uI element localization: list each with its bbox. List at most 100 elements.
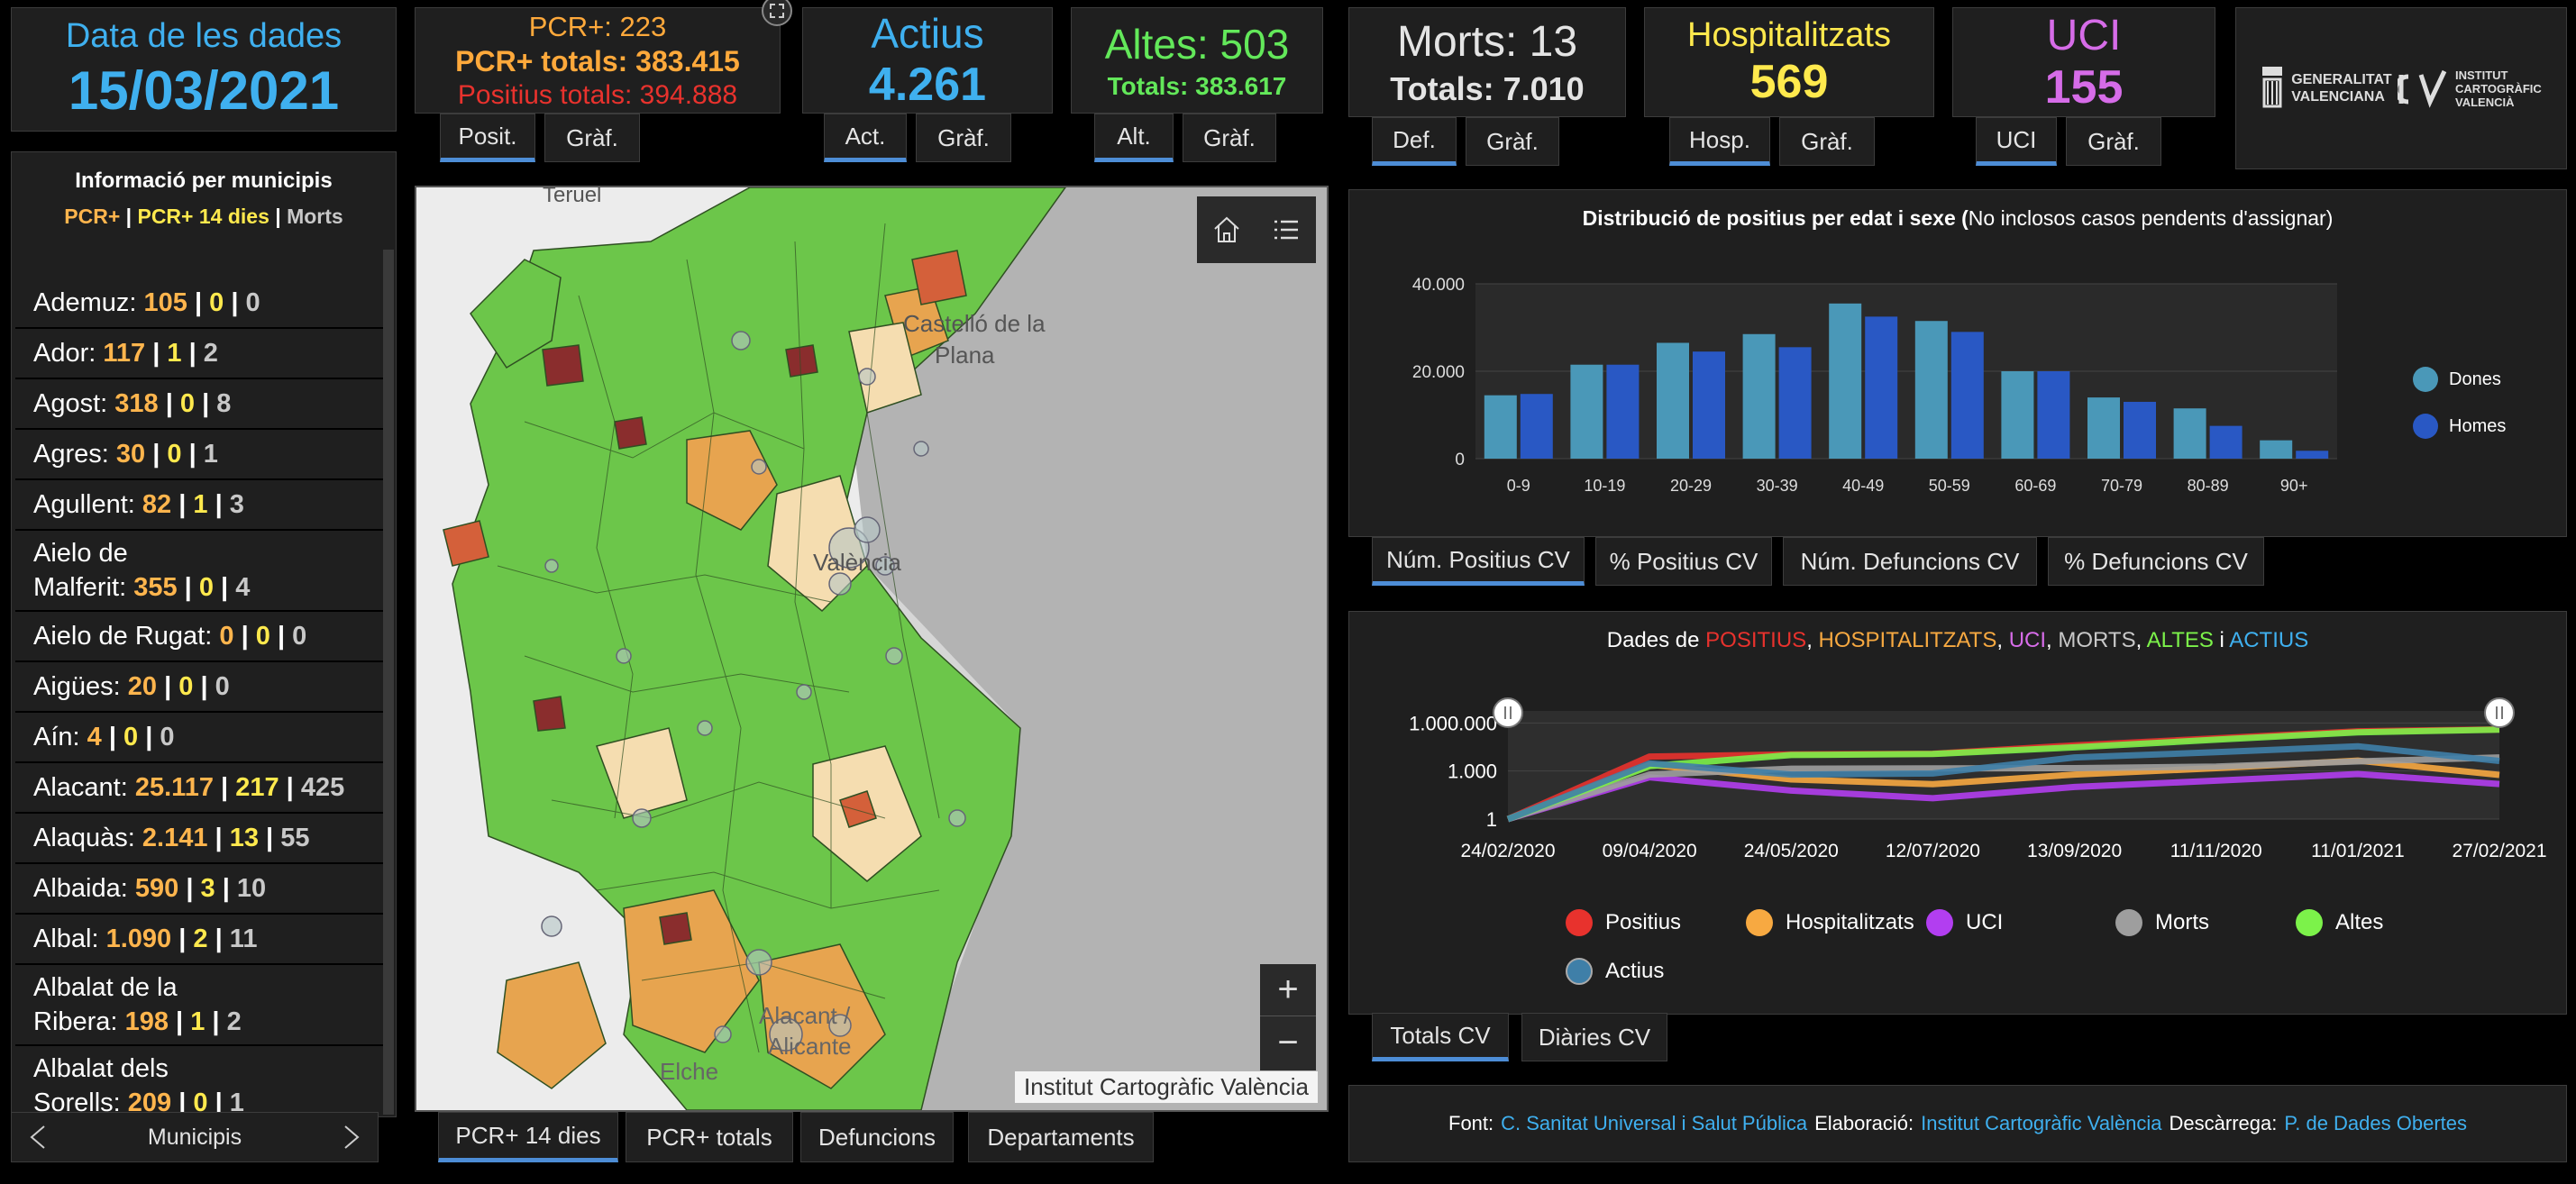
bar-dones[interactable] [2087,397,2120,459]
y-tick-label: 0 [1455,451,1465,469]
y-tick-label: 1 [1486,808,1497,831]
expand-icon[interactable] [762,0,792,26]
tab-defuncions[interactable]: Defuncions [800,1112,954,1162]
region-orange-5 [497,961,607,1089]
font-link[interactable]: C. Sanitat Universal i Salut Pública [1501,1112,1808,1134]
municipi-row[interactable]: Ademuz: 105 | 0 | 0 [15,278,390,329]
range-handle-right[interactable] [2484,697,2515,728]
legend-item-actius[interactable]: Actius [1566,958,1664,985]
tab-pcr14[interactable]: PCR+ 14 dies [438,1112,618,1162]
municipi-row[interactable]: Albaida: 590 | 3 | 10 [15,864,390,915]
legend-swatch [2115,909,2142,936]
tab-posit[interactable]: Posit. [440,114,535,162]
bar-dones[interactable] [2260,440,2293,459]
series-line-actius[interactable] [1506,742,2500,823]
municipi-row[interactable]: Alaquàs: 2.141 | 13 | 55 [15,814,390,864]
bar-homes[interactable] [2037,371,2070,459]
bar-homes[interactable] [2209,425,2243,459]
zoom-controls: + − [1260,964,1316,1070]
timeseries-chart[interactable]: 1 1.000 1.000.000 24/02/2020 09/04/2020 24/05… [1349,612,2568,1016]
bar-dones[interactable] [2001,371,2034,459]
range-handle-left[interactable] [1493,697,1523,728]
case-circles [541,331,966,1052]
legend-item-positius[interactable]: Positius [1566,909,1681,936]
municipi-row[interactable]: Agres: 30 | 0 | 1 [15,430,390,480]
bar-homes[interactable] [1950,332,1984,459]
legend-homes-swatch [2413,414,2438,439]
sidebar-scrollbar[interactable] [383,250,394,1115]
age-chart-title-bold: Distribució de positius per edat i sexe … [1582,206,1969,230]
tab-num-positius[interactable]: Núm. Positius CV [1372,537,1585,586]
legend-item-altes[interactable]: Altes [2296,909,2383,936]
tab-diaries-cv[interactable]: Diàries CV [1521,1013,1667,1061]
legend-item-uci[interactable]: UCI [1926,909,2003,936]
map-view[interactable]: Teruel Castelló de la Plana València Ala… [415,186,1329,1112]
zoom-in-button[interactable]: + [1260,964,1316,1016]
municipi-row[interactable]: Aigües: 20 | 0 | 0 [15,662,390,713]
tab-totals-cv[interactable]: Totals CV [1372,1013,1509,1061]
municipi-row[interactable]: Albal: 1.090 | 2 | 11 [15,915,390,965]
municipi-pcr14: 13 [229,824,259,852]
bar-homes[interactable] [2296,451,2329,459]
bar-dones[interactable] [2173,408,2206,459]
altes-totals: Totals: 383.617 [1107,72,1287,100]
bar-homes[interactable] [2124,401,2156,459]
zoom-out-button[interactable]: − [1277,1022,1299,1062]
bar-homes[interactable] [1520,394,1553,459]
tab-posit-graf[interactable]: Gràf. [544,114,640,162]
bar-homes[interactable] [1606,364,1640,459]
municipi-row[interactable]: Aín: 4 | 0 | 0 [15,713,390,763]
municipi-name: Sorells: [33,1088,121,1117]
municipi-row[interactable]: Albalat dels Sorells: 209 | 0 | 1 [15,1046,390,1117]
tab-num-defuncions[interactable]: Núm. Defuncions CV [1783,537,2037,586]
tab-alt[interactable]: Alt. [1094,114,1174,162]
tab-hosp[interactable]: Hosp. [1669,117,1770,166]
series-line-uci[interactable] [1507,770,2500,823]
tab-departaments[interactable]: Departaments [968,1112,1154,1162]
list-icon[interactable] [1271,214,1302,245]
municipi-row[interactable]: Agost: 318 | 0 | 8 [15,379,390,430]
uci-panel: UCI 155 [1952,7,2215,117]
bar-dones[interactable] [1829,303,1862,459]
tab-def[interactable]: Def. [1372,117,1457,166]
tab-def-graf[interactable]: Gràf. [1466,117,1559,166]
tab-pct-positius[interactable]: % Positius CV [1595,537,1772,586]
municipi-row[interactable]: Ador: 117 | 1 | 2 [15,329,390,379]
elab-link[interactable]: Institut Cartogràfic València [1921,1112,2162,1134]
chevron-left-icon[interactable] [30,1125,46,1150]
bar-dones[interactable] [1914,321,1948,459]
desc-link[interactable]: P. de Dades Obertes [2284,1112,2467,1134]
legend-item-morts[interactable]: Morts [2115,909,2209,936]
tab-hosp-graf[interactable]: Gràf. [1779,117,1875,166]
tab-act[interactable]: Act. [824,114,907,162]
chevron-right-icon[interactable] [343,1125,360,1150]
bar-homes[interactable] [1778,347,1812,459]
municipi-row[interactable]: Agullent: 82 | 1 | 3 [15,480,390,531]
legend-item-hospitalitzats[interactable]: Hospitalitzats [1746,909,1914,936]
bar-dones[interactable] [1657,342,1689,459]
legend-sep: | [125,205,132,228]
tab-uci[interactable]: UCI [1976,117,2057,166]
tab-alt-graf[interactable]: Gràf. [1183,114,1276,162]
tab-pcr-totals[interactable]: PCR+ totals [626,1112,793,1162]
value-separator: | [215,874,237,903]
gva-shield-icon [2262,67,2283,108]
bar-dones[interactable] [1570,364,1603,459]
bar-homes[interactable] [1865,316,1898,459]
tab-act-graf[interactable]: Gràf. [916,114,1011,162]
bar-dones[interactable] [1742,333,1776,459]
municipi-row[interactable]: Aielo de Rugat: 0 | 0 | 0 [15,612,390,662]
home-icon[interactable] [1211,214,1242,245]
bar-homes[interactable] [1693,351,1725,459]
map-canvas[interactable]: Teruel Castelló de la Plana València Ala… [416,187,1327,1110]
municipi-row[interactable]: Alacant: 25.117 | 217 | 425 [15,763,390,814]
actius-value: 4.261 [868,59,987,111]
timeseries-panel: Dades de POSITIUS, HOSPITALITZATS, UCI, … [1348,611,2567,1015]
municipi-name: Albalat de la [33,973,178,1002]
tab-pct-defuncions[interactable]: % Defuncions CV [2048,537,2264,586]
bar-dones[interactable] [1484,395,1517,459]
tab-uci-graf[interactable]: Gràf. [2066,117,2161,166]
municipi-row[interactable]: Aielo de Malferit: 355 | 0 | 4 [15,531,390,612]
value-separator: | [101,723,124,751]
municipi-row[interactable]: Albalat de la Ribera: 198 | 1 | 2 [15,965,390,1046]
